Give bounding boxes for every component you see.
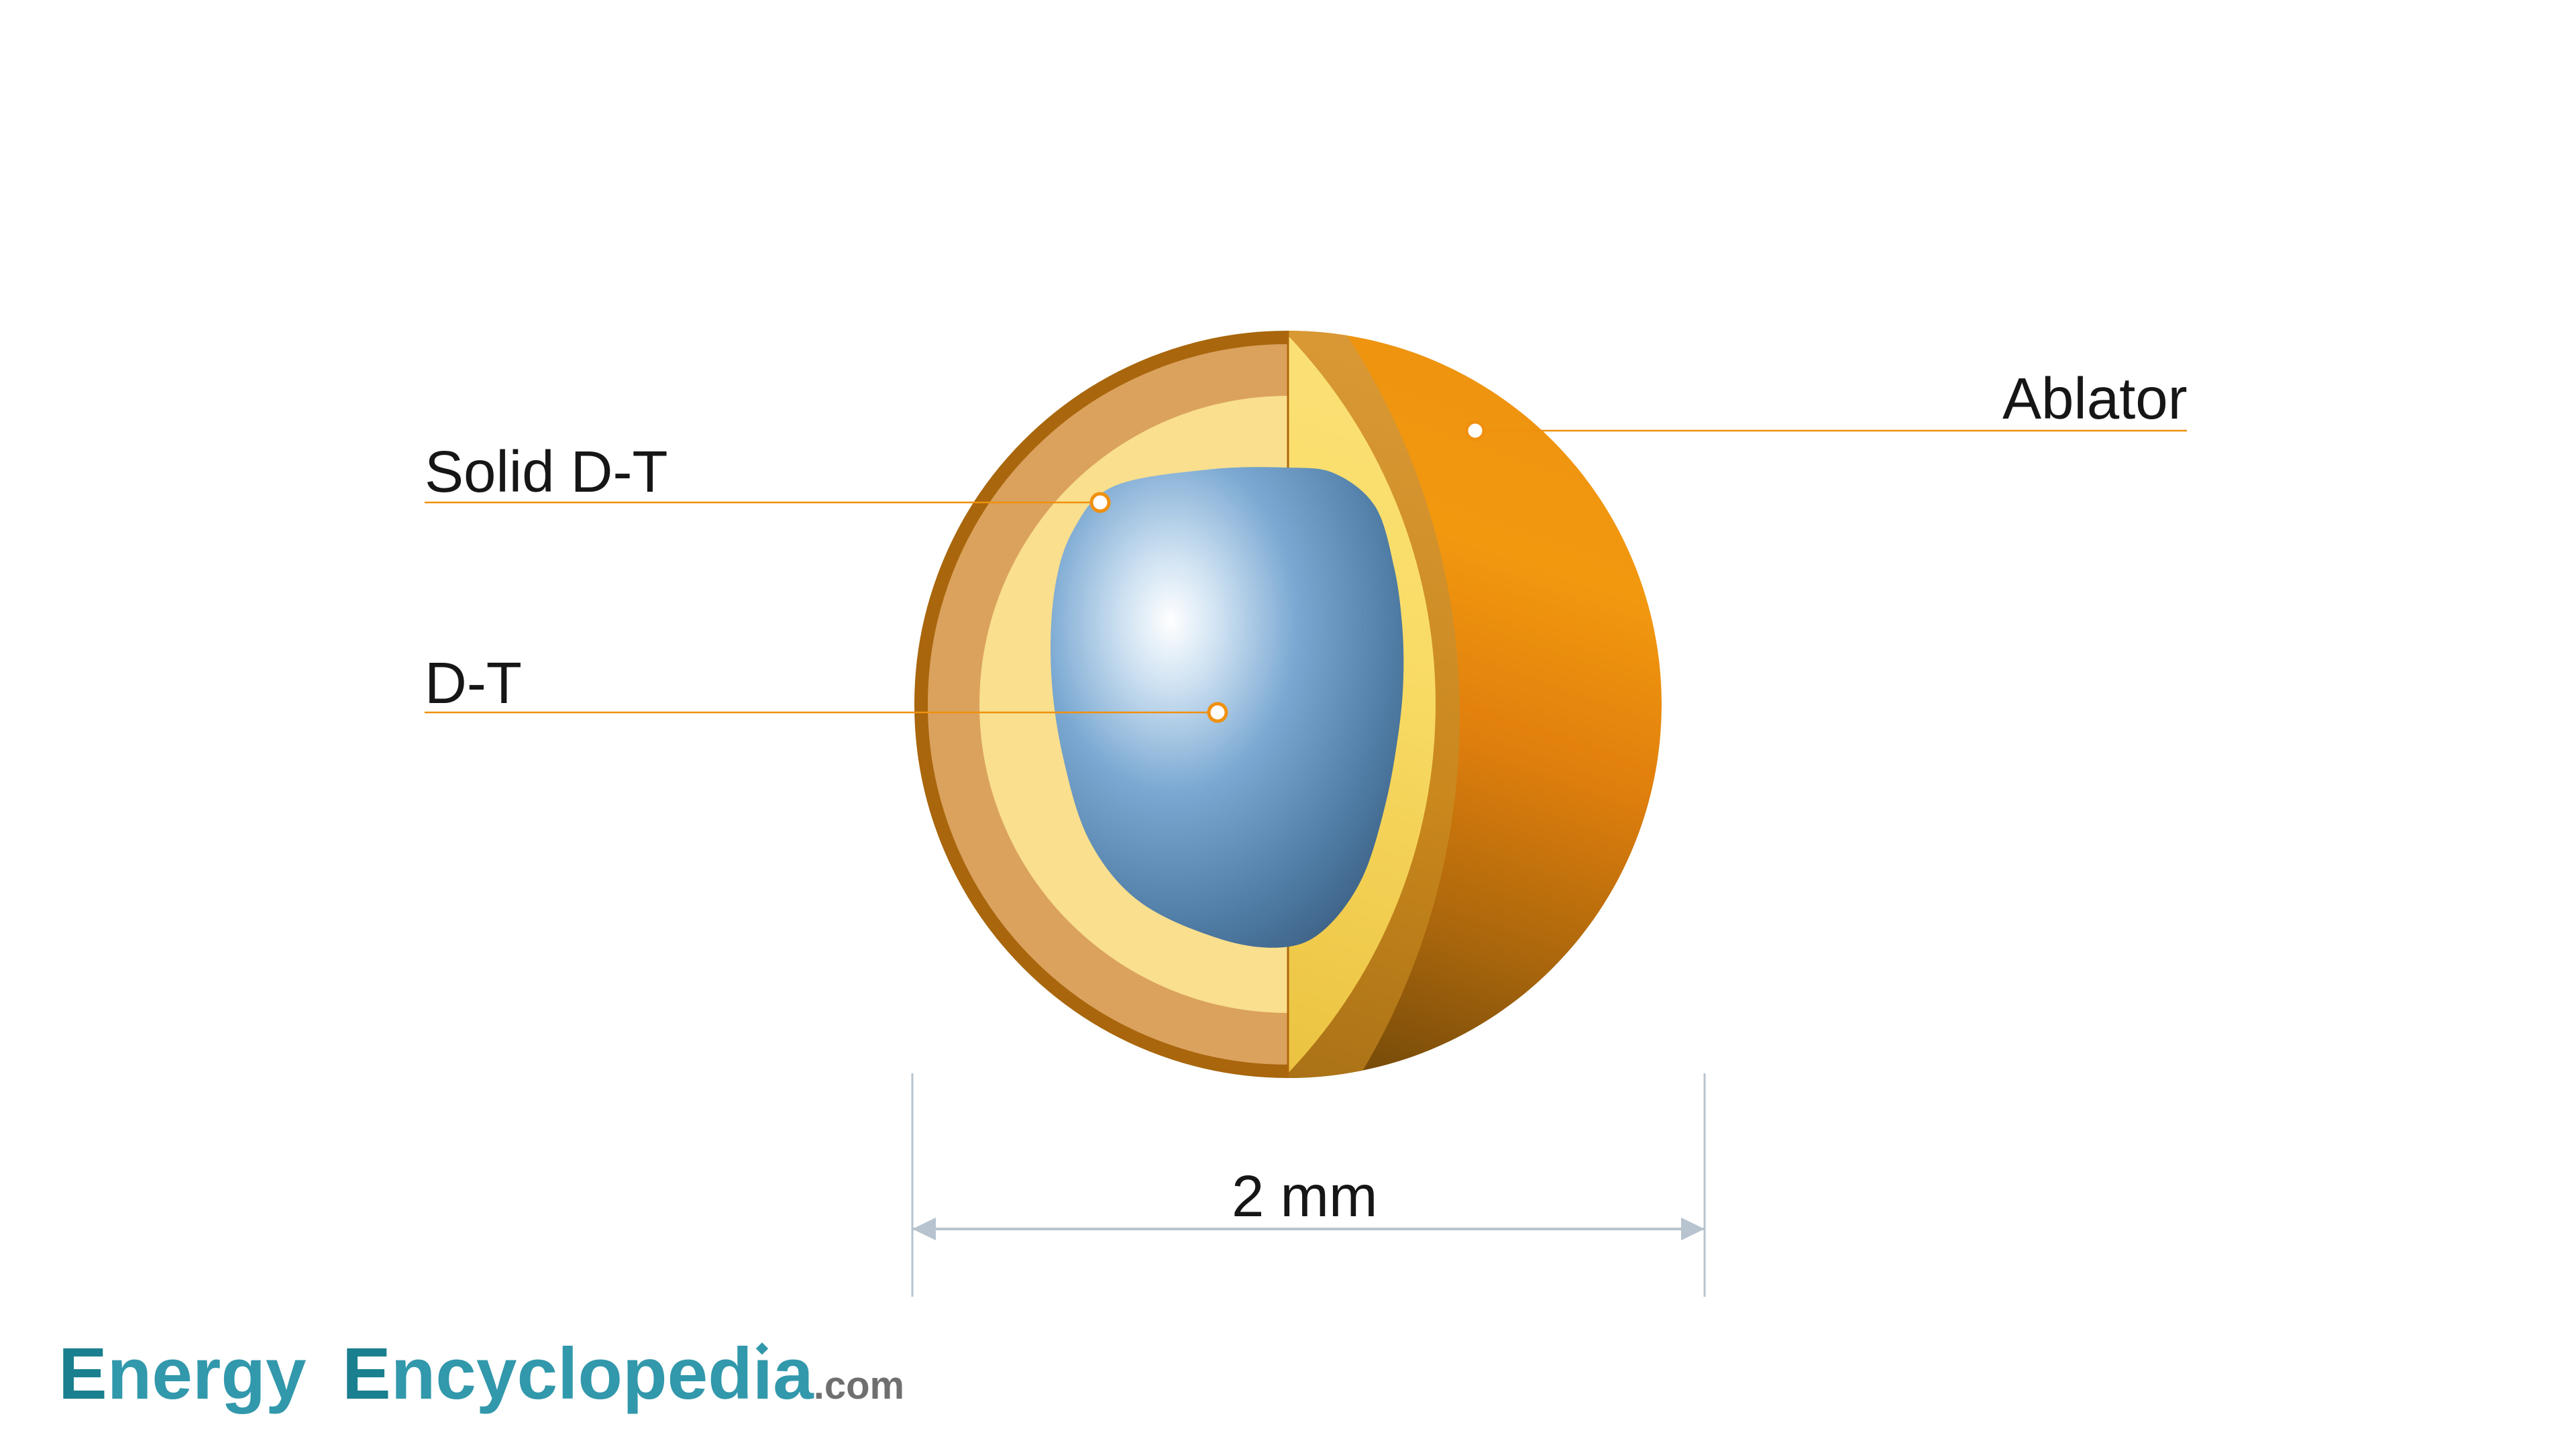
svg-text:Energy: Energy [58, 1333, 307, 1415]
svg-text:Encyclopedia.com: Encyclopedia.com [342, 1333, 904, 1415]
